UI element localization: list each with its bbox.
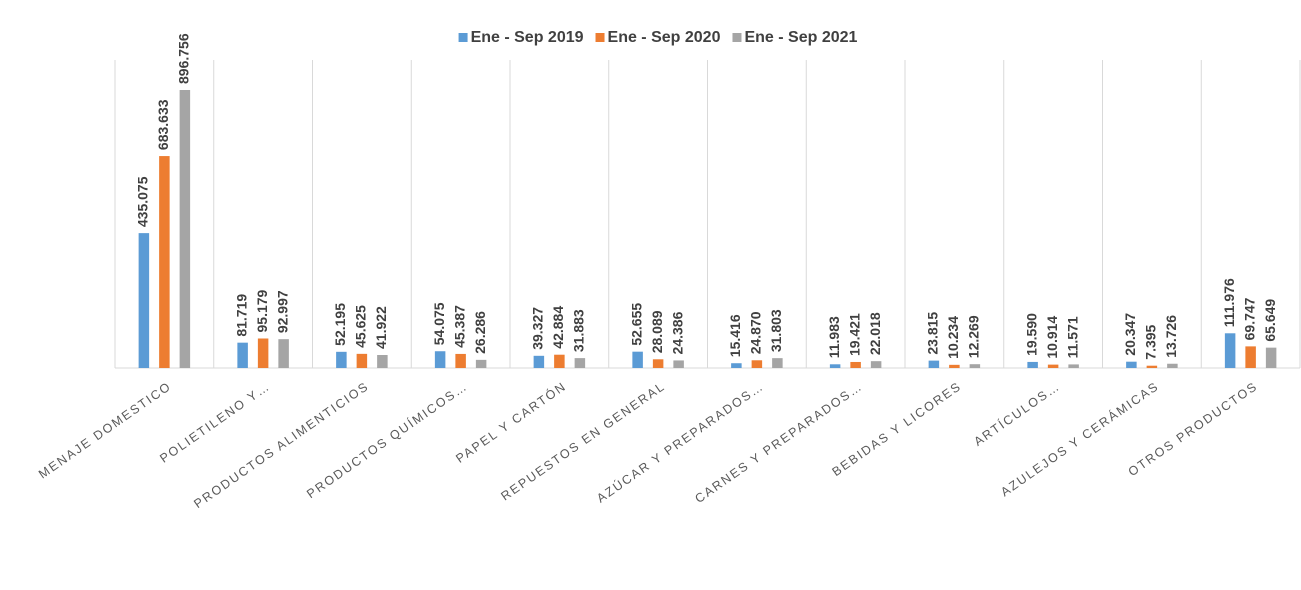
- bar: [1167, 363, 1178, 368]
- bar: [159, 156, 170, 368]
- bar: [533, 355, 545, 368]
- data-label: 23.815: [925, 312, 941, 355]
- bar: [1224, 333, 1236, 368]
- data-label: 13.726: [1163, 315, 1179, 358]
- data-label: 7.395: [1143, 324, 1159, 359]
- data-label: 19.590: [1023, 313, 1039, 356]
- data-label: 31.803: [768, 309, 784, 352]
- bar: [554, 354, 565, 368]
- data-label: 10.914: [1044, 316, 1060, 359]
- legend-label: Ene - Sep 2021: [744, 29, 857, 46]
- data-label: 683.633: [155, 99, 171, 150]
- bar: [772, 358, 783, 368]
- bar: [1027, 361, 1038, 368]
- bar: [455, 353, 466, 368]
- bar: [278, 339, 289, 368]
- data-label: 11.571: [1064, 316, 1080, 358]
- data-label: 28.089: [649, 310, 665, 353]
- data-label: 15.416: [727, 314, 743, 357]
- legend-label: Ene - Sep 2020: [608, 29, 721, 46]
- legend-label: Ene - Sep 2019: [471, 29, 584, 46]
- data-label: 45.625: [353, 305, 369, 348]
- data-label: 45.387: [451, 305, 467, 348]
- bar: [138, 233, 150, 368]
- data-label: 896.756: [176, 33, 192, 84]
- data-label: 54.075: [431, 302, 447, 345]
- data-label: 26.286: [472, 311, 488, 354]
- bar: [928, 360, 940, 368]
- x-tick-label: REPUESTOS EN GENERAL: [498, 379, 667, 503]
- bar: [574, 358, 586, 368]
- data-label: 19.421: [846, 313, 862, 356]
- data-label: 52.655: [628, 303, 644, 346]
- bar: [632, 351, 643, 368]
- x-tick-label: PRODUCTOS ALIMENTICIOS: [191, 379, 371, 511]
- bar: [257, 338, 269, 368]
- data-label: 92.997: [274, 290, 290, 333]
- x-tick-label: AZULEJOS Y CERÁMICAS: [998, 378, 1162, 499]
- bar: [1146, 365, 1158, 368]
- legend-swatch: [732, 33, 742, 42]
- x-tick-label: AZÚCAR Y PREPARADOS…: [594, 378, 767, 505]
- bar: [731, 363, 742, 368]
- bar: [336, 351, 347, 368]
- bar: [356, 353, 368, 368]
- data-label: 41.922: [373, 306, 389, 349]
- x-tick-label: POLIETILENO Y…: [157, 379, 273, 466]
- x-tick-label: MENAJE DOMESTICO: [36, 379, 174, 481]
- data-label: 65.649: [1262, 299, 1278, 342]
- data-label: 11.983: [826, 316, 842, 358]
- bar: [1245, 346, 1256, 368]
- bar: [673, 360, 684, 368]
- bar: [1047, 364, 1059, 368]
- bar: [969, 364, 981, 368]
- data-label: 31.883: [571, 309, 587, 352]
- data-label: 69.747: [1241, 297, 1257, 340]
- x-tick-label: PRODUCTOS QUÍMICOS…: [304, 378, 471, 501]
- data-label: 22.018: [867, 312, 883, 355]
- bar: [751, 360, 763, 368]
- data-label: 95.179: [254, 289, 270, 332]
- data-label: 39.327: [530, 307, 546, 350]
- data-label: 42.884: [550, 306, 566, 349]
- bar: [829, 364, 841, 368]
- bar: [1126, 361, 1137, 368]
- legend-swatch: [458, 33, 468, 42]
- bar: [949, 364, 960, 368]
- data-label: 24.386: [669, 311, 685, 354]
- bar: [870, 361, 882, 368]
- data-label: 52.195: [332, 303, 348, 346]
- legend-swatch: [595, 33, 605, 42]
- bar: [475, 359, 487, 368]
- data-label: 111.976: [1221, 278, 1237, 327]
- data-label: 24.870: [748, 311, 764, 354]
- bar: [1265, 347, 1277, 368]
- x-tick-label: PAPEL Y CARTÓN: [453, 378, 569, 466]
- x-tick-label: CARNES Y PREPARADOS…: [692, 379, 865, 506]
- bar: [237, 342, 248, 368]
- x-tick-label: ARTÍCULOS…: [971, 378, 1063, 449]
- bar: [652, 359, 664, 368]
- bar: [179, 90, 191, 368]
- data-label: 10.234: [945, 316, 961, 359]
- data-label: 20.347: [1122, 313, 1138, 356]
- bar: [1068, 364, 1079, 368]
- bar: [377, 355, 388, 368]
- bar: [850, 361, 861, 368]
- data-label: 12.269: [966, 315, 982, 358]
- data-label: 435.075: [135, 176, 151, 227]
- bar: [434, 351, 446, 368]
- data-label: 81.719: [233, 294, 249, 337]
